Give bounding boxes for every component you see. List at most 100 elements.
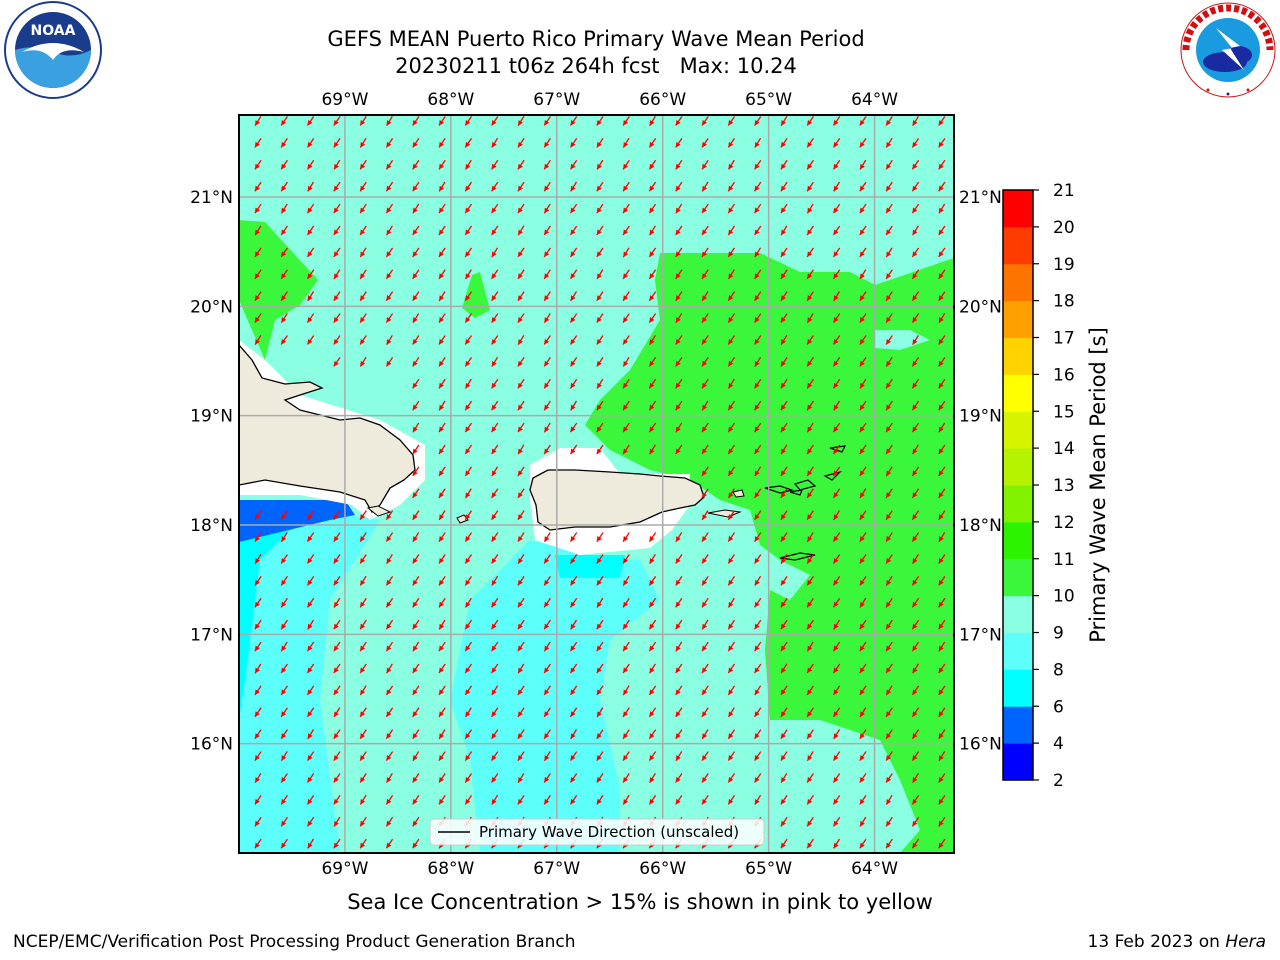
wave-arrow xyxy=(701,466,709,477)
wave-arrow xyxy=(543,597,551,608)
wave-arrow xyxy=(569,203,578,214)
wave-arrow xyxy=(911,181,920,192)
wave-arrow xyxy=(859,488,867,499)
wave-arrow xyxy=(359,707,367,718)
wave-arrow xyxy=(701,488,709,499)
wave-arrow xyxy=(359,510,367,521)
wave-arrow xyxy=(359,137,367,148)
wave-arrow xyxy=(491,181,499,192)
wave-arrow xyxy=(333,663,341,674)
wave-arrow xyxy=(280,335,288,345)
wave-arrow xyxy=(491,400,499,411)
wave-arrow xyxy=(464,159,472,170)
wave-arrow xyxy=(806,488,814,499)
wave-arrow xyxy=(386,553,393,565)
wave-arrow xyxy=(543,116,551,126)
wave-arrow xyxy=(675,137,683,148)
wave-arrow xyxy=(280,247,288,258)
wave-arrow xyxy=(806,685,814,696)
wave-arrow xyxy=(517,707,525,718)
wave-arrow xyxy=(911,488,920,499)
wave-arrow xyxy=(727,773,736,783)
lon-tick-label: 64°W xyxy=(851,859,898,879)
wave-arrow xyxy=(780,729,788,740)
wave-arrow xyxy=(806,816,814,827)
wave-arrow xyxy=(938,751,946,762)
wave-arrow xyxy=(306,225,315,236)
wave-arrow xyxy=(727,444,736,455)
wave-arrow xyxy=(254,269,262,280)
wave-arrow xyxy=(254,225,262,236)
wave-arrow xyxy=(569,575,578,586)
wave-arrow xyxy=(701,269,709,280)
wave-arrow xyxy=(885,444,893,455)
wave-arrow xyxy=(832,247,841,258)
wave-arrow xyxy=(412,707,420,718)
wave-arrow xyxy=(754,794,762,805)
colorbar-swatch xyxy=(1003,226,1033,265)
wave-arrow xyxy=(648,597,657,608)
wave-arrow xyxy=(412,641,420,652)
wave-arrow xyxy=(859,116,867,126)
wave-arrow xyxy=(596,247,604,258)
wave-arrow xyxy=(307,838,315,849)
wave-arrow xyxy=(832,816,841,827)
wave-arrow xyxy=(254,685,262,696)
noaa-logo-text: NOAA xyxy=(31,23,76,39)
lon-tick-label: 69°W xyxy=(321,859,368,879)
wave-arrow xyxy=(543,751,551,762)
wave-arrow xyxy=(333,707,341,718)
colorbar-tick-label: 10 xyxy=(1053,587,1075,607)
wave-arrow xyxy=(412,225,420,236)
wave-arrow xyxy=(885,575,893,586)
page-title: GEFS MEAN Puerto Rico Primary Wave Mean … xyxy=(327,27,865,51)
wave-arrow xyxy=(780,510,788,521)
wave-arrow xyxy=(438,313,446,324)
wave-arrow xyxy=(491,335,499,345)
wave-arrow xyxy=(333,685,341,696)
wave-arrow xyxy=(280,619,288,630)
wave-arrow xyxy=(806,313,814,324)
wave-arrow xyxy=(859,794,867,805)
wave-arrow xyxy=(412,335,420,345)
wave-arrow xyxy=(938,313,946,324)
wave-arrow xyxy=(727,400,736,411)
wave-arrow xyxy=(754,378,762,389)
wave-arrow xyxy=(438,400,446,411)
wave-arrow xyxy=(885,663,893,674)
wave-arrow xyxy=(306,685,315,696)
wave-arrow xyxy=(648,203,657,214)
wave-arrow xyxy=(938,116,946,126)
wave-arrow xyxy=(675,641,683,652)
wave-arrow xyxy=(333,225,341,236)
wave-arrow xyxy=(464,203,473,214)
wave-arrow xyxy=(254,553,262,565)
wave-arrow xyxy=(438,729,446,740)
colorbar-tick-label: 19 xyxy=(1053,255,1075,275)
wave-arrow xyxy=(911,356,920,367)
wave-arrow xyxy=(517,597,525,608)
wave-arrow xyxy=(464,510,473,521)
wave-arrow xyxy=(517,685,525,696)
wave-arrow xyxy=(622,159,630,170)
wave-arrow xyxy=(832,488,841,499)
wave-arrow xyxy=(832,116,841,126)
wave-arrow xyxy=(806,137,814,148)
wave-arrow xyxy=(280,313,288,324)
wave-arrow xyxy=(832,685,841,696)
wave-arrow xyxy=(832,356,841,367)
wave-arrow xyxy=(780,488,788,499)
wave-arrow xyxy=(649,553,656,565)
wave-arrow xyxy=(280,575,288,586)
wave-arrow xyxy=(464,378,472,389)
wave-arrow xyxy=(438,291,446,302)
wave-arrow xyxy=(780,181,788,192)
wave-arrow xyxy=(569,532,578,543)
wave-arrow xyxy=(517,159,525,170)
wave-arrow xyxy=(649,334,656,346)
wave-arrow xyxy=(359,116,367,126)
noaa-logo-icon: NOAA xyxy=(4,1,102,99)
wave-arrow xyxy=(885,838,893,849)
colorbar-tick-label: 12 xyxy=(1053,513,1075,533)
wave-arrow xyxy=(385,532,394,543)
